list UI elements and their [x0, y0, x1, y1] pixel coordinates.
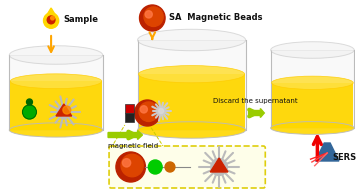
Circle shape [63, 106, 71, 114]
Circle shape [116, 152, 145, 182]
Text: SERS: SERS [332, 153, 356, 163]
Circle shape [44, 13, 58, 28]
Circle shape [148, 160, 162, 174]
Bar [125, 104, 134, 113]
Circle shape [60, 108, 68, 116]
Circle shape [122, 159, 131, 167]
Bar [10, 81, 102, 130]
Text: Discard the supernatant: Discard the supernatant [213, 98, 298, 104]
Circle shape [139, 102, 158, 122]
Bar [138, 40, 245, 130]
Polygon shape [316, 143, 339, 161]
FancyBboxPatch shape [109, 146, 265, 188]
Circle shape [214, 162, 224, 172]
Circle shape [159, 108, 164, 114]
Circle shape [211, 159, 227, 175]
Bar [271, 50, 354, 128]
Ellipse shape [138, 29, 245, 51]
Polygon shape [210, 158, 228, 172]
Bar [27, 102, 31, 106]
Text: Sample: Sample [63, 15, 98, 25]
Bar [139, 74, 245, 130]
Circle shape [47, 16, 55, 24]
Ellipse shape [271, 122, 354, 134]
Ellipse shape [139, 66, 245, 83]
Circle shape [165, 162, 175, 172]
Circle shape [121, 154, 143, 177]
FancyArrow shape [108, 130, 143, 139]
Ellipse shape [9, 123, 103, 137]
Text: magnetic field: magnetic field [108, 143, 158, 149]
FancyArrow shape [249, 108, 264, 118]
Circle shape [144, 7, 163, 26]
Ellipse shape [272, 76, 353, 89]
Polygon shape [44, 8, 58, 19]
Circle shape [157, 107, 165, 115]
Circle shape [140, 106, 147, 113]
Polygon shape [56, 104, 72, 116]
Ellipse shape [10, 74, 102, 89]
Bar [9, 55, 103, 130]
Ellipse shape [9, 46, 103, 64]
Circle shape [145, 11, 152, 18]
Circle shape [26, 99, 32, 105]
Circle shape [51, 16, 54, 20]
Circle shape [135, 100, 160, 126]
Circle shape [23, 105, 36, 119]
Text: SA  Magnetic Beads: SA Magnetic Beads [169, 13, 262, 22]
Circle shape [139, 5, 165, 31]
Bar [272, 83, 353, 128]
Bar [125, 113, 134, 122]
Circle shape [57, 105, 70, 119]
Ellipse shape [138, 122, 245, 138]
Ellipse shape [271, 42, 354, 58]
